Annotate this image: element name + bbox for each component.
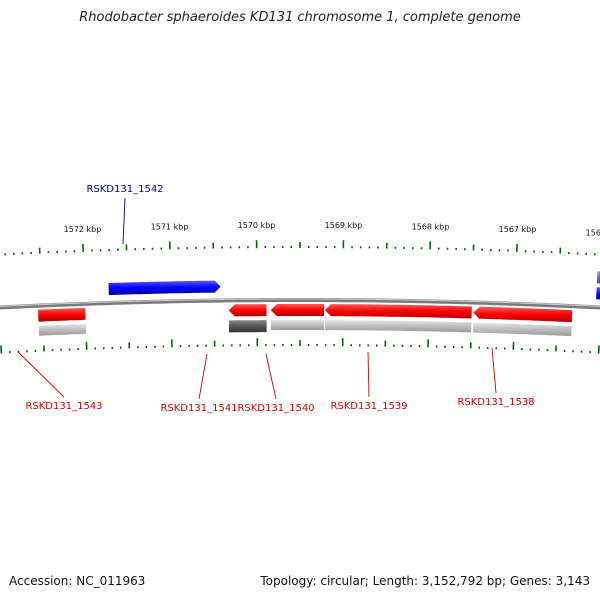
gene-label[interactable]: RSKD131_1541 [160,403,237,414]
gene-label[interactable]: RSKD131_1539 [330,401,407,412]
reverse-gene[interactable] [38,307,86,322]
scale-label: 1568 kbp [412,222,450,231]
gene-feature-track[interactable] [324,320,472,333]
label-leader-line [17,351,65,398]
forward-gene[interactable] [596,287,600,302]
reverse-gene[interactable] [270,304,325,316]
pseudo-feature[interactable] [228,320,267,333]
label-leader-line [122,197,126,245]
gene-label[interactable]: RSKD131_1540 [237,403,314,414]
gene-feature-track[interactable] [38,323,87,336]
accession-text: Accession: NC_011963 [9,574,146,588]
reverse-gene[interactable] [473,306,573,323]
scale-label: 1569 kbp [325,221,363,230]
backbone [0,298,600,310]
topology-summary: Topology: circular; Length: 3,152,792 bp… [260,574,590,588]
scale-label: 1571 kbp [151,222,189,231]
reverse-gene[interactable] [228,304,267,317]
gene-label[interactable]: RSKD131_1538 [457,397,534,408]
gene-feature-track[interactable] [270,320,324,331]
scale-label: 1570 kbp [238,221,276,230]
label-leader-line [367,351,370,398]
gene-feature-track[interactable] [472,322,572,337]
features [38,271,600,337]
scale-label: 1572 kbp [64,225,102,234]
forward-gene[interactable] [596,271,600,286]
gene-label[interactable]: RSKD131_1543 [25,401,102,412]
label-leader-line [265,353,277,400]
gene-label[interactable]: RSKD131_1542 [86,184,163,195]
scale-ticks: 1572 kbp 1571 kbp 1570 kbp 1569 kbp 1568 kbp… [0,221,600,354]
map-title: Rhodobacter sphaeroides KD131 chromosome… [79,10,521,25]
forward-gene[interactable] [108,280,221,295]
backbone-arc [0,298,600,310]
reverse-gene[interactable] [324,304,472,319]
scale-label: 1567 kbp [499,225,537,234]
label-leader-line [198,353,208,400]
scale-label: 1566 kbp [586,229,600,238]
label-leader-line [491,347,497,394]
